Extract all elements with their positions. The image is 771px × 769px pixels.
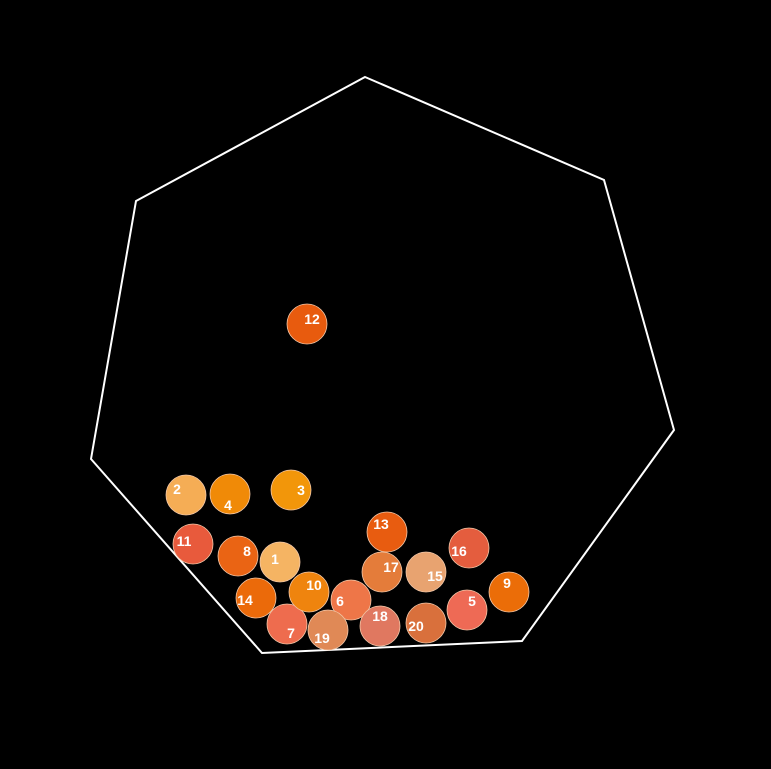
ball-label: 7	[287, 625, 295, 641]
ball-label: 16	[451, 543, 467, 559]
ball-14: 14	[235, 577, 277, 619]
ball-label: 14	[237, 592, 253, 608]
ball-circle	[172, 523, 214, 565]
ball-label: 4	[224, 497, 232, 513]
ball-circle	[446, 589, 488, 631]
ball-9: 9	[488, 571, 530, 613]
ball-circle	[217, 535, 259, 577]
ball-circle	[330, 579, 372, 621]
ball-label: 6	[336, 593, 344, 609]
heptagon-container	[89, 75, 676, 655]
ball-label: 15	[427, 568, 443, 584]
ball-17: 17	[361, 551, 403, 593]
ball-circle	[448, 527, 490, 569]
ball-label: 3	[297, 482, 305, 498]
ball-11: 11	[172, 523, 214, 565]
ball-6: 6	[330, 579, 372, 621]
ball-circle	[405, 602, 447, 644]
ball-20: 20	[405, 602, 447, 644]
ball-label: 20	[408, 618, 424, 634]
ball-label: 19	[314, 630, 330, 646]
ball-label: 8	[243, 543, 251, 559]
ball-label: 13	[373, 516, 389, 532]
ball-circle	[266, 603, 308, 645]
ball-1: 1	[259, 541, 301, 583]
ball-16: 16	[448, 527, 490, 569]
ball-3: 3	[270, 469, 312, 511]
ball-2: 2	[165, 474, 207, 516]
ball-7: 7	[266, 603, 308, 645]
ball-10: 10	[288, 571, 330, 613]
ball-circle	[165, 474, 207, 516]
ball-label: 1	[271, 551, 279, 567]
ball-label: 11	[177, 533, 192, 549]
ball-4: 4	[209, 473, 251, 515]
ball-circle	[359, 605, 401, 647]
ball-13: 13	[366, 511, 408, 553]
ball-label: 12	[304, 311, 320, 327]
ball-circle	[361, 551, 403, 593]
ball-label: 5	[468, 593, 476, 609]
ball-label: 10	[306, 577, 322, 593]
ball-circle	[405, 551, 447, 593]
ball-8: 8	[217, 535, 259, 577]
ball-circle	[270, 469, 312, 511]
ball-circle	[259, 541, 301, 583]
ball-circle	[488, 571, 530, 613]
ball-5: 5	[446, 589, 488, 631]
ball-label: 17	[383, 559, 399, 575]
ball-18: 18	[359, 605, 401, 647]
ball-circle	[286, 303, 328, 345]
ball-label: 9	[503, 575, 511, 591]
ball-circle	[209, 473, 251, 515]
ball-circle	[235, 577, 277, 619]
ball-circle	[366, 511, 408, 553]
ball-circle	[307, 609, 349, 651]
ball-label: 2	[173, 481, 181, 497]
ball-15: 15	[405, 551, 447, 593]
ball-19: 19	[307, 609, 349, 651]
ball-12: 12	[286, 303, 328, 345]
ball-circle	[288, 571, 330, 613]
ball-label: 18	[372, 608, 388, 624]
